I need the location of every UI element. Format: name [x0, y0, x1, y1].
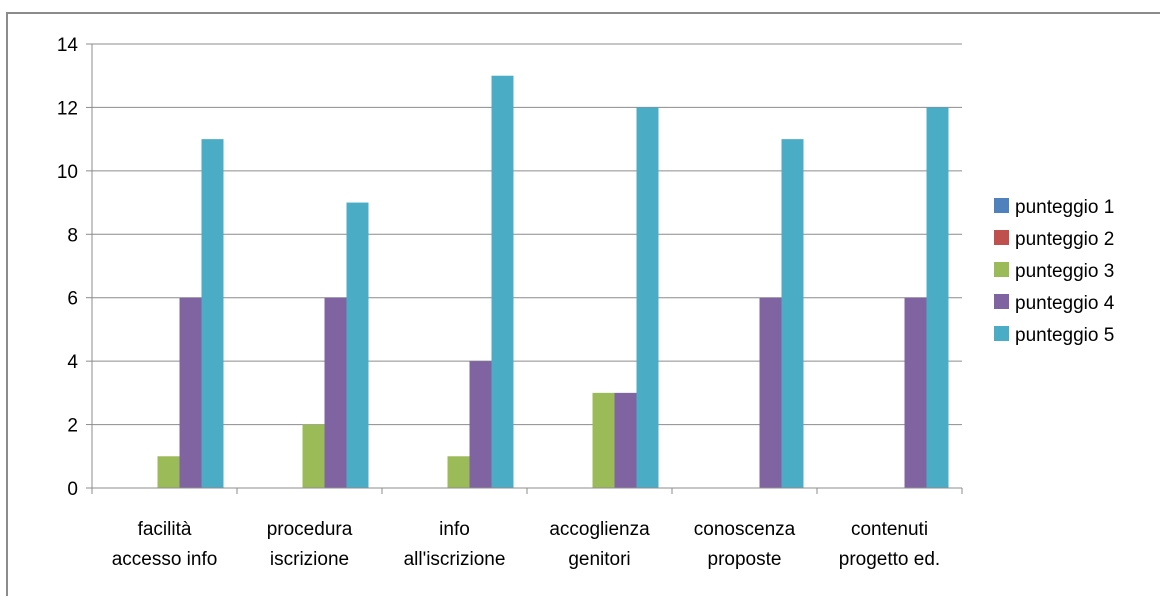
y-tick-label: 10 — [57, 162, 78, 183]
bar — [201, 139, 224, 488]
bar — [157, 456, 180, 488]
bar — [324, 297, 347, 488]
x-tick-label: conoscenza — [694, 519, 796, 540]
x-tick-label: all'iscrizione — [404, 549, 506, 570]
bar — [592, 392, 615, 488]
legend-swatch — [994, 294, 1009, 309]
legend-swatch — [994, 326, 1009, 341]
bar — [636, 107, 659, 488]
bar — [781, 139, 804, 488]
bar — [491, 75, 514, 488]
y-tick-label: 14 — [57, 35, 79, 56]
y-tick-label: 0 — [67, 479, 78, 500]
bar — [346, 202, 369, 489]
bar — [469, 361, 492, 488]
chart-frame: 0 2 4 6 8 10 12 14 facilità accesso info procedur… — [6, 12, 1160, 596]
legend: punteggio 1 punteggio 2 punteggio 3 puntegg… — [994, 197, 1115, 346]
x-tick-label: procedura — [267, 519, 353, 540]
x-tick-labels: facilità accesso info procedura iscrizione i… — [112, 519, 941, 570]
bar — [302, 424, 325, 488]
y-tick-label: 6 — [67, 289, 78, 310]
bar — [904, 297, 927, 488]
x-tick-label: genitori — [568, 549, 630, 570]
y-tick-labels: 0 2 4 6 8 10 12 14 — [57, 35, 79, 500]
legend-swatch — [994, 262, 1009, 277]
bar-chart: 0 2 4 6 8 10 12 14 facilità accesso info procedur… — [57, 35, 1115, 570]
x-tick-label: accoglienza — [549, 519, 650, 540]
legend-swatch — [994, 198, 1009, 213]
axes — [86, 43, 963, 494]
x-tick-label: contenuti — [851, 519, 928, 540]
legend-label: punteggio 1 — [1015, 197, 1114, 218]
x-tick-label: accesso info — [112, 549, 218, 570]
x-tick-label: progetto ed. — [839, 549, 940, 570]
gridlines — [92, 43, 962, 426]
bar — [926, 107, 949, 488]
bar — [447, 456, 470, 488]
y-tick-label: 4 — [67, 352, 78, 373]
bar — [759, 297, 782, 488]
y-tick-label: 8 — [67, 225, 78, 246]
bar — [614, 392, 637, 488]
legend-label: punteggio 2 — [1015, 229, 1114, 250]
x-tick-label: info — [439, 519, 470, 540]
x-tick-label: proposte — [708, 549, 782, 570]
bars — [157, 75, 949, 489]
y-tick-label: 2 — [67, 416, 78, 437]
legend-label: punteggio 3 — [1015, 261, 1114, 282]
x-tick-label: facilità — [138, 519, 192, 540]
legend-label: punteggio 5 — [1015, 325, 1114, 346]
x-tick-label: iscrizione — [270, 549, 349, 570]
legend-label: punteggio 4 — [1015, 293, 1115, 314]
legend-swatch — [994, 230, 1009, 245]
bar — [179, 297, 202, 488]
y-tick-label: 12 — [57, 98, 78, 119]
